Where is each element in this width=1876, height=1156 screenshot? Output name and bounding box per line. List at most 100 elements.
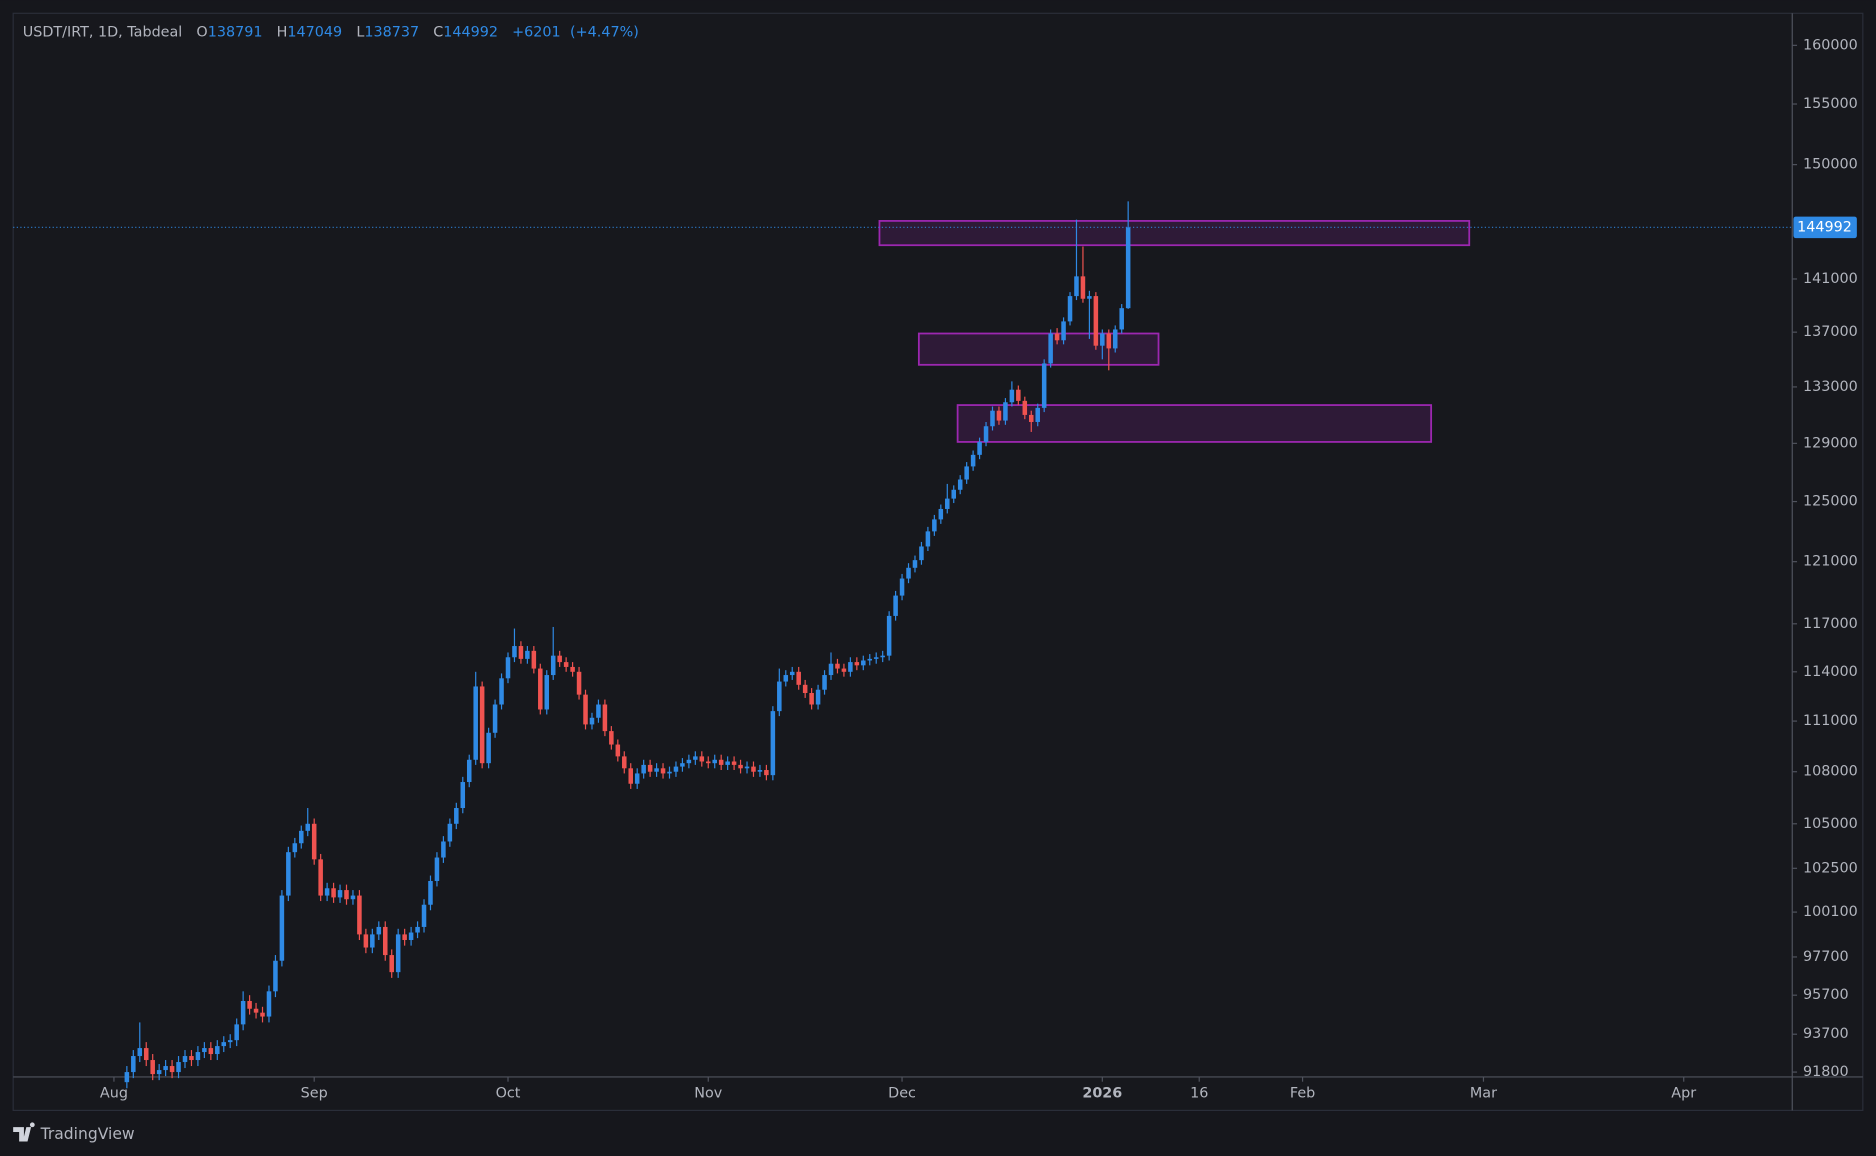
x-tick-label: Dec [888, 1086, 916, 1102]
y-tick-label: 133000 [1803, 379, 1858, 395]
candle-body [447, 823, 453, 842]
candle-body [395, 934, 401, 973]
high-label: H [277, 24, 288, 40]
candle-body [260, 1012, 265, 1017]
candle-body [641, 764, 646, 774]
y-tick-label: 117000 [1803, 616, 1858, 632]
candle-body [809, 692, 814, 705]
candle-body [886, 615, 892, 656]
candle-body [505, 657, 511, 679]
candle-body [705, 761, 711, 764]
candle-body [1125, 227, 1131, 309]
candle-body [731, 761, 737, 765]
candle-body [460, 782, 466, 809]
candle-body [479, 686, 485, 764]
candle-body [1054, 333, 1060, 341]
open-value: 138791 [208, 24, 263, 40]
candle-body [350, 895, 356, 900]
candle-body [712, 759, 717, 764]
candle-body [576, 671, 582, 695]
candle-body [1041, 363, 1047, 408]
candle-body [337, 890, 343, 898]
candle-body [286, 852, 291, 896]
high-value: 147049 [287, 24, 342, 40]
chart-frame [12, 12, 1864, 1112]
x-tick-label: Feb [1290, 1086, 1315, 1102]
candle-body [906, 567, 911, 579]
candle-body [932, 519, 937, 532]
candle-body [1074, 276, 1079, 297]
zone [956, 404, 1433, 443]
candle-body [725, 761, 730, 765]
candle-body [124, 1072, 130, 1083]
y-tick-label: 129000 [1803, 435, 1858, 451]
candle-body [150, 1060, 155, 1075]
candle-body [331, 888, 336, 898]
legend-header: USDT/IRT, 1D, Tabdeal O138791 H147049 L1… [23, 24, 639, 40]
x-tick-label: Nov [694, 1086, 723, 1102]
candle-body [415, 926, 420, 933]
candle-body [919, 546, 924, 561]
candle-body [660, 768, 666, 774]
candle-body [357, 895, 362, 935]
x-tick-label: Aug [100, 1086, 128, 1102]
candle-body [428, 880, 433, 905]
open-label: O [196, 24, 207, 40]
candle-body [667, 771, 672, 774]
candle-body [202, 1048, 207, 1053]
candle-body [143, 1048, 149, 1061]
candle-body [299, 830, 304, 844]
candle-body [686, 759, 692, 764]
candle-body [240, 1000, 246, 1025]
candle-body [531, 650, 537, 669]
candle-body [376, 926, 382, 935]
last-price-badge [1793, 216, 1857, 239]
x-tick-label: Sep [301, 1086, 328, 1102]
candle-body [938, 508, 944, 520]
candle-body [738, 764, 743, 769]
candle-body [208, 1048, 214, 1055]
candle-body [266, 991, 272, 1017]
candle-body [473, 686, 478, 760]
close-value: 144992 [443, 24, 498, 40]
candle-body [848, 662, 853, 672]
candle-body [945, 498, 950, 509]
candle-body [195, 1052, 201, 1061]
candle-body [925, 531, 931, 547]
y-tick-label: 121000 [1803, 554, 1858, 570]
candle-body [589, 717, 595, 725]
close-label: C [433, 24, 443, 40]
y-tick-label: 108000 [1803, 764, 1858, 780]
candle-body [382, 926, 388, 956]
symbol-title: USDT/IRT, 1D, Tabdeal [23, 24, 183, 40]
candle-body [796, 671, 801, 685]
candle-body [550, 655, 556, 676]
candle-body [324, 888, 330, 896]
candle-body [951, 489, 957, 499]
candle-body [311, 823, 317, 860]
candle-body [1112, 329, 1118, 349]
candle-body [137, 1048, 143, 1057]
candle-body [583, 694, 588, 725]
candle-body [680, 763, 685, 767]
candle-body [389, 955, 394, 973]
y-tick-label: 111000 [1803, 713, 1858, 729]
candle-body [977, 441, 982, 455]
candle-body [596, 704, 601, 718]
candle-body [718, 759, 724, 765]
y-tick-label: 125000 [1803, 494, 1858, 510]
candle-body [486, 732, 491, 764]
candle-body [408, 932, 414, 941]
candle-body [156, 1070, 162, 1075]
candle-body [893, 595, 898, 616]
candle-body [1067, 296, 1073, 322]
candle-body [292, 843, 298, 853]
candle-body [544, 675, 550, 710]
candle-body [1093, 296, 1099, 346]
candle-body [628, 768, 633, 784]
candle-body [169, 1066, 175, 1073]
candle-body [247, 1000, 252, 1009]
candle-body [822, 675, 827, 690]
candle-body [996, 410, 1002, 421]
